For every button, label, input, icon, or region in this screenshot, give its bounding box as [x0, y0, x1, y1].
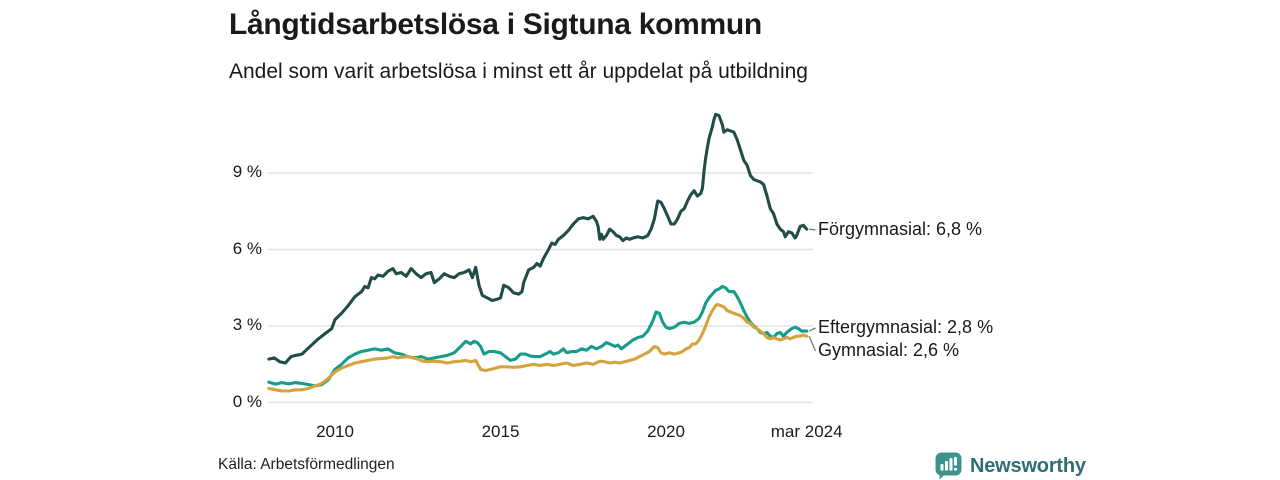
x-tick-label: 2010 [316, 422, 354, 441]
brand-logo: Newsworthy [935, 452, 1086, 480]
x-tick-label: mar 2024 [770, 422, 843, 441]
series-label-gymnasial: Gymnasial: 2,6 % [818, 340, 960, 360]
series-label-eftergymnasial: Eftergymnasial: 2,8 % [818, 317, 994, 337]
newsworthy-bars-icon [935, 452, 962, 480]
label-connector [809, 228, 816, 231]
page-title: Långtidsarbetslösa i Sigtuna kommun [229, 8, 762, 41]
series-line-eftergymnasial [267, 284, 809, 388]
series-line-gymnasial [267, 302, 809, 393]
series-label-forgymnasial: Förgymnasial: 6,8 % [818, 219, 983, 239]
label-connector [808, 327, 816, 332]
x-tick-label: 2015 [481, 422, 520, 441]
x-tick-label: 2020 [647, 422, 685, 441]
y-tick-label: 6 % [232, 238, 262, 258]
y-tick-label: 0 % [232, 391, 262, 411]
y-tick-label: 3 % [232, 315, 262, 334]
source-note: Källa: Arbetsförmedlingen [218, 456, 395, 473]
brand-name: Newsworthy [970, 454, 1086, 477]
series-line-frgymnasial [267, 112, 809, 365]
y-tick-label: 9 % [232, 162, 262, 181]
label-connector [808, 335, 817, 352]
page-subtitle: Andel som varit arbetslösa i minst ett å… [229, 60, 808, 83]
